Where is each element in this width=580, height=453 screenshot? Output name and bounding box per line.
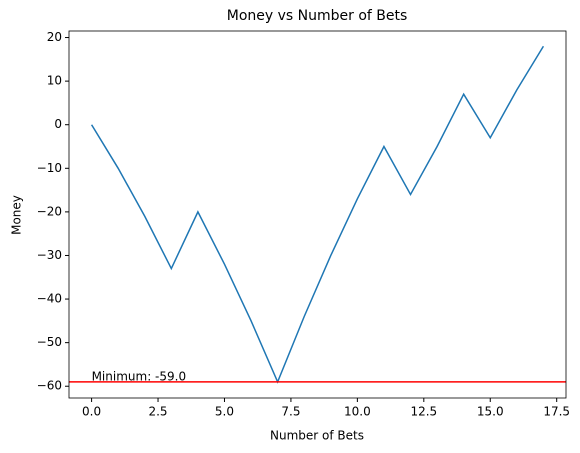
y-tick-label: −20 [37, 204, 62, 218]
x-tick-label: 12.5 [410, 405, 437, 419]
y-tick-label: −30 [37, 248, 62, 262]
y-tick-label: −60 [37, 379, 62, 393]
chart-title: Money vs Number of Bets [227, 8, 408, 24]
plot-frame [68, 30, 567, 399]
y-tick-label: 20 [47, 30, 62, 44]
x-tick-label: 0.0 [82, 405, 101, 419]
y-tick-label: −10 [37, 161, 62, 175]
line-series [90, 45, 545, 384]
y-tick-label: 0 [54, 117, 62, 131]
y-tick-label: 10 [47, 74, 62, 88]
x-tick-label: 7.5 [281, 405, 300, 419]
x-tick-label: 5.0 [215, 405, 234, 419]
x-axis-label: Number of Bets [270, 429, 364, 443]
y-axis-label: Money [10, 195, 24, 235]
y-tick-label: −40 [37, 292, 62, 306]
x-tick-label: 2.5 [148, 405, 167, 419]
annotation: Minimum: -59.0 [92, 369, 187, 383]
y-tick-label: −50 [37, 335, 62, 349]
x-tick-label: 10.0 [344, 405, 371, 419]
x-tick-label: 15.0 [477, 405, 504, 419]
x-tick-label: 17.5 [543, 405, 570, 419]
